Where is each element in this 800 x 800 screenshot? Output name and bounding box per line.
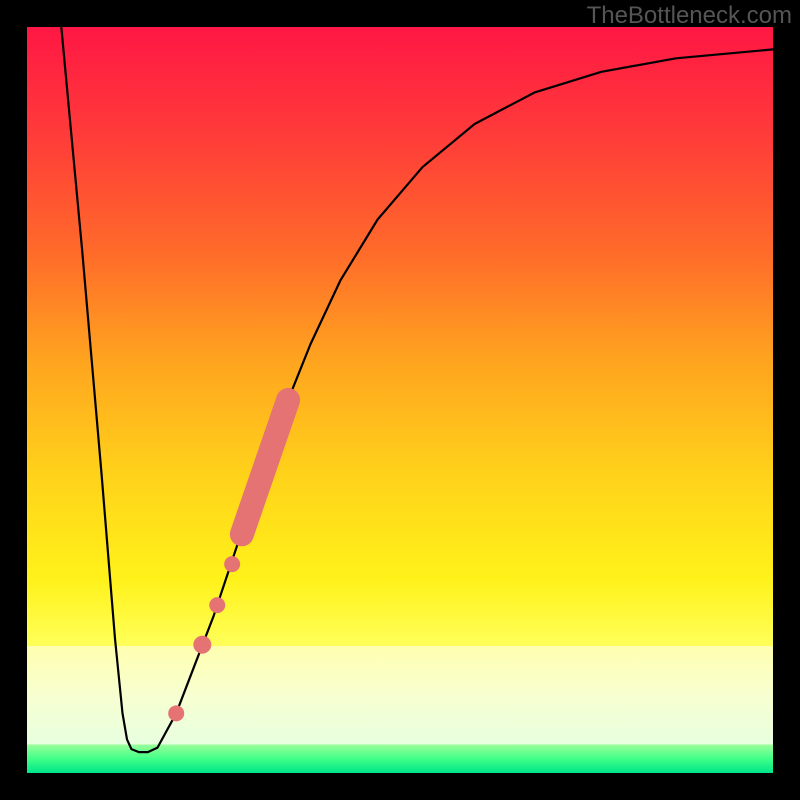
plot-area	[27, 27, 773, 773]
data-dot	[168, 705, 184, 721]
chart-container: TheBottleneck.com	[0, 0, 800, 800]
data-dot	[193, 636, 211, 654]
watermark: TheBottleneck.com	[587, 2, 792, 30]
data-dot	[224, 556, 240, 572]
data-dot	[209, 597, 225, 613]
bottleneck-chart	[0, 0, 800, 800]
